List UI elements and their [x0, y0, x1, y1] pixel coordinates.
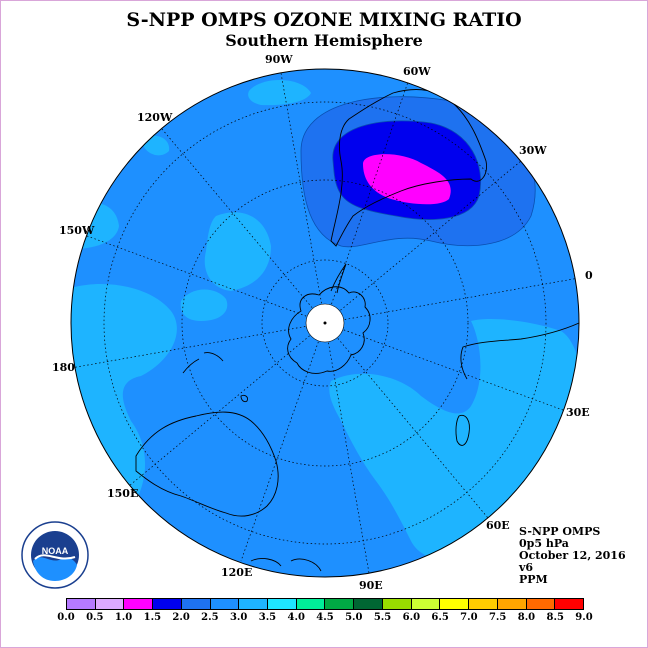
colorbar — [66, 598, 584, 610]
lon-label-120e: 120E — [221, 566, 253, 579]
lon-label-120w: 120W — [137, 111, 173, 124]
colorbar-tick-label: 1.0 — [114, 612, 133, 623]
colorbar-tick-label: 1.5 — [143, 612, 162, 623]
colorbar-segment — [354, 599, 383, 609]
contour-band-1.0-1.5 — [363, 154, 451, 205]
noaa-logo: NOAA — [21, 521, 89, 589]
product-info: S-NPP OMPS 0p5 hPa October 12, 2016 v6 P… — [519, 526, 626, 586]
colorbar-segment — [411, 599, 441, 609]
info-date: October 12, 2016 — [519, 549, 626, 562]
colorbar-segment — [210, 599, 240, 609]
colorbar-segment — [268, 599, 297, 609]
colorbar-tick-label: 9.0 — [575, 612, 593, 623]
colorbar-segment — [67, 599, 96, 609]
contour-band-3.0-3.5 — [180, 289, 228, 321]
lon-label-30e: 30E — [566, 406, 590, 419]
colorbar-segment — [469, 599, 498, 609]
colorbar-tick-label: 4.5 — [316, 612, 334, 623]
colorbar-segment — [497, 599, 527, 609]
colorbar-tick-label: 5.0 — [345, 612, 363, 623]
graticule — [71, 72, 579, 574]
colorbar-tick-label: 2.0 — [172, 612, 190, 623]
colorbar-segment — [555, 599, 583, 609]
colorbar-segment — [181, 599, 211, 609]
colorbar-tick-labels: 0.0 0.5 1.0 1.5 2.0 2.5 3.0 3.5 4.0 4.5 5.0 5.5 6.0 6… — [1, 612, 647, 626]
colorbar-tick-label: 3.5 — [258, 612, 277, 623]
colorbar-tick-label: 0.5 — [86, 612, 104, 623]
info-units: PPM — [519, 573, 548, 586]
colorbar-tick-label: 8.0 — [517, 612, 536, 623]
colorbar-tick-label: 7.0 — [460, 612, 478, 623]
colorbar-segment — [239, 599, 269, 609]
contour-band-3.0-3.5 — [248, 79, 311, 106]
colorbar-tick-label: 8.5 — [546, 612, 564, 623]
noaa-logo-text: NOAA — [42, 546, 69, 556]
contour-band-3.0-3.5 — [204, 212, 271, 291]
colorbar-segment — [325, 599, 355, 609]
colorbar-tick-label: 5.5 — [373, 612, 392, 623]
colorbar-segment — [124, 599, 154, 609]
colorbar-tick-label: 7.5 — [488, 612, 507, 623]
lon-label-180: 180 — [52, 361, 75, 374]
map-boundary — [70, 68, 580, 578]
colorbar-tick-label: 4.0 — [287, 612, 305, 623]
lon-label-30w: 30W — [519, 144, 547, 157]
contour-fill-layer — [71, 69, 579, 577]
coastlines — [135, 89, 579, 572]
lon-label-60e: 60E — [486, 519, 510, 532]
info-instrument: S-NPP OMPS — [519, 525, 601, 538]
info-pressure-level: 0p5 hPa — [519, 537, 569, 550]
colorbar-segment — [153, 599, 182, 609]
colorbar-segment — [440, 599, 470, 609]
lon-label-60w: 60W — [403, 65, 431, 78]
lon-label-0: 0 — [585, 269, 593, 282]
colorbar-segment — [382, 599, 412, 609]
colorbar-tick-label: 3.0 — [229, 612, 248, 623]
colorbar-tick-label: 2.5 — [201, 612, 219, 623]
colorbar-tick-label: 6.5 — [431, 612, 449, 623]
info-version: v6 — [519, 561, 534, 574]
map-subtitle: Southern Hemisphere — [225, 31, 423, 50]
south-pole-marker — [323, 321, 327, 325]
contour-lines — [300, 96, 536, 248]
colorbar-tick-label: 6.0 — [402, 612, 421, 623]
lon-label-150e: 150E — [107, 487, 139, 500]
colorbar-segment — [95, 599, 125, 609]
lon-label-90e: 90E — [359, 579, 383, 592]
colorbar-segment — [296, 599, 326, 609]
map-title: S-NPP OMPS OZONE MIXING RATIO — [126, 9, 522, 31]
lon-label-150w: 150W — [59, 224, 95, 237]
colorbar-tick-label: 0.0 — [57, 612, 75, 623]
lon-label-90w: 90W — [265, 53, 293, 66]
colorbar-segment — [526, 599, 556, 609]
